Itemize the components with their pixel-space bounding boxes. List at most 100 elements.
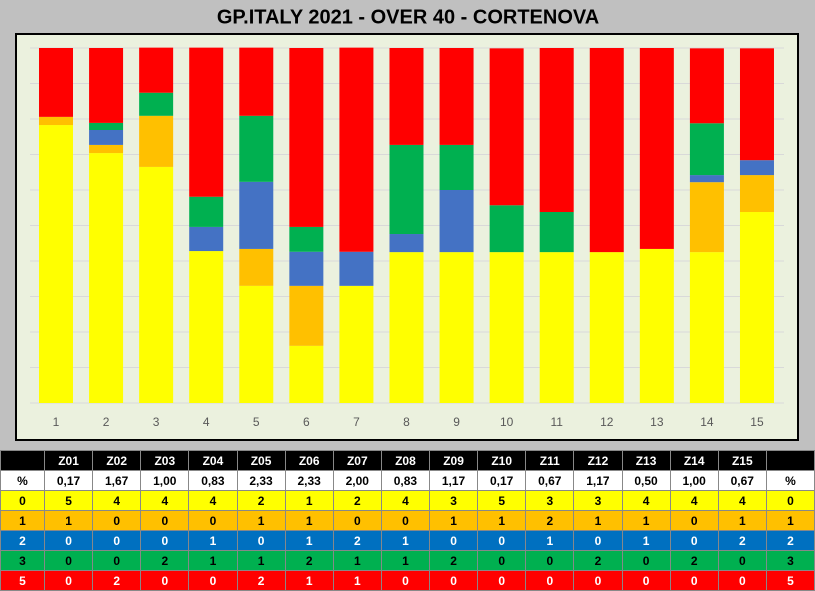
- table-cell: 1: [284, 490, 334, 511]
- table-cell: 0: [669, 510, 719, 531]
- x-tick-label: 4: [203, 415, 210, 429]
- bar-segment: [139, 166, 174, 403]
- table-cell: Z07: [332, 450, 382, 471]
- table-cell: 0: [92, 530, 142, 551]
- table-cell: 0: [92, 510, 142, 531]
- table-cell: 1: [284, 530, 334, 551]
- table-cell: 0: [380, 510, 431, 531]
- table-cell: 0: [573, 530, 623, 551]
- table-cell: 0: [525, 570, 575, 591]
- bar-segment: [239, 115, 274, 182]
- table-cell: 0: [140, 530, 190, 551]
- bar-segment: [489, 48, 524, 206]
- bar-segment: [289, 345, 324, 403]
- table-cell: 2,00: [332, 470, 382, 491]
- table-cell: 5: [43, 490, 94, 511]
- bar-segment: [189, 196, 224, 227]
- table-cell: 0: [43, 550, 94, 571]
- table-cell: 1: [188, 550, 238, 571]
- table-cell: 0,17: [477, 470, 527, 491]
- bar-segment: [639, 248, 674, 403]
- table-cell: 2: [573, 550, 623, 571]
- bar-segment: [689, 182, 724, 253]
- table-cell: 0: [717, 570, 767, 591]
- bar-segment: [439, 48, 474, 145]
- table-cell: 2: [140, 550, 190, 571]
- bar-segment: [89, 48, 124, 123]
- table-cell: 1: [188, 530, 238, 551]
- table-cell: Z15: [717, 450, 767, 471]
- table-cell: 1: [380, 550, 431, 571]
- table-cell: 0: [477, 550, 527, 571]
- table-cell: 0,83: [380, 470, 431, 491]
- table-cell: 1: [236, 510, 286, 531]
- table-cell: 2: [92, 570, 142, 591]
- table-cell: 2: [717, 530, 767, 551]
- bar-segment: [339, 285, 374, 403]
- table-cell: 1: [0, 510, 45, 531]
- table-cell: 0: [0, 490, 45, 511]
- table-cell: 2: [236, 570, 286, 591]
- table-cell: [765, 450, 815, 471]
- x-tick-label: 13: [650, 415, 664, 429]
- table-cell: 0: [188, 510, 238, 531]
- table-cell: 1: [477, 510, 527, 531]
- x-tick-label: 15: [750, 415, 764, 429]
- table-cell: 2: [332, 530, 382, 551]
- bar-segment: [589, 48, 624, 253]
- table-cell: Z13: [621, 450, 671, 471]
- x-tick-label: 7: [353, 415, 360, 429]
- x-tick-label: 2: [103, 415, 110, 429]
- table-cell: 2: [236, 490, 286, 511]
- x-tick-label: 6: [303, 415, 310, 429]
- bar-segment: [539, 48, 574, 213]
- table-cell: 0,17: [43, 470, 94, 491]
- table-cell: 0,50: [621, 470, 671, 491]
- table-row: % 0,17 1,67 1,00 0,83 2,33 2,33 2,00 0,83 1,17 0,1…: [0, 470, 815, 491]
- table-cell: 1,17: [573, 470, 623, 491]
- table-cell: 3: [0, 550, 45, 571]
- table-cell: 0: [717, 550, 767, 571]
- bar-segment: [239, 181, 274, 249]
- table-cell: 5: [0, 570, 45, 591]
- bar-segment: [689, 48, 724, 124]
- table-cell: Z11: [525, 450, 575, 471]
- table-cell: 1: [332, 550, 382, 571]
- data-table: Z01 Z02 Z03 Z04 Z05 Z06 Z07 Z08 Z09 Z10 Z11 Z12 Z13 Z…: [0, 450, 815, 591]
- table-cell: 1: [525, 530, 575, 551]
- table-cell: Z01: [43, 450, 94, 471]
- table-cell: %: [765, 470, 815, 491]
- bar-segment: [439, 252, 474, 403]
- table-cell: 0: [428, 570, 479, 591]
- table-cell: 1,17: [428, 470, 479, 491]
- table-cell: 1,67: [92, 470, 142, 491]
- bar-segment: [389, 234, 424, 253]
- table-cell: 0: [188, 570, 238, 591]
- bar-segment: [589, 252, 624, 403]
- table-cell: 3: [765, 550, 815, 571]
- bar-segment: [289, 251, 324, 286]
- bar-segment: [239, 248, 274, 286]
- x-tick-label: 10: [500, 415, 514, 429]
- table-header: Z01 Z02 Z03 Z04 Z05 Z06 Z07 Z08 Z09 Z10 Z11 Z12 Z13 Z…: [0, 450, 815, 471]
- table-cell: Z06: [284, 450, 334, 471]
- table-cell: Z10: [477, 450, 527, 471]
- bar-segment: [489, 252, 524, 403]
- bar-segment: [289, 226, 324, 252]
- bar-segment: [339, 47, 374, 252]
- table-cell: 2,33: [284, 470, 334, 491]
- table-cell: 0: [92, 550, 142, 571]
- x-tick-label: 3: [153, 415, 160, 429]
- chart-title: GP.ITALY 2021 - OVER 40 - CORTENOVA: [217, 6, 599, 28]
- bar-segment: [389, 144, 424, 235]
- table-cell: 0: [621, 570, 671, 591]
- table-cell: 2: [332, 490, 382, 511]
- table-cell: 5: [477, 490, 527, 511]
- bar-segment: [739, 175, 774, 213]
- table-cell: 1: [573, 510, 623, 531]
- table-cell: 1: [380, 530, 431, 551]
